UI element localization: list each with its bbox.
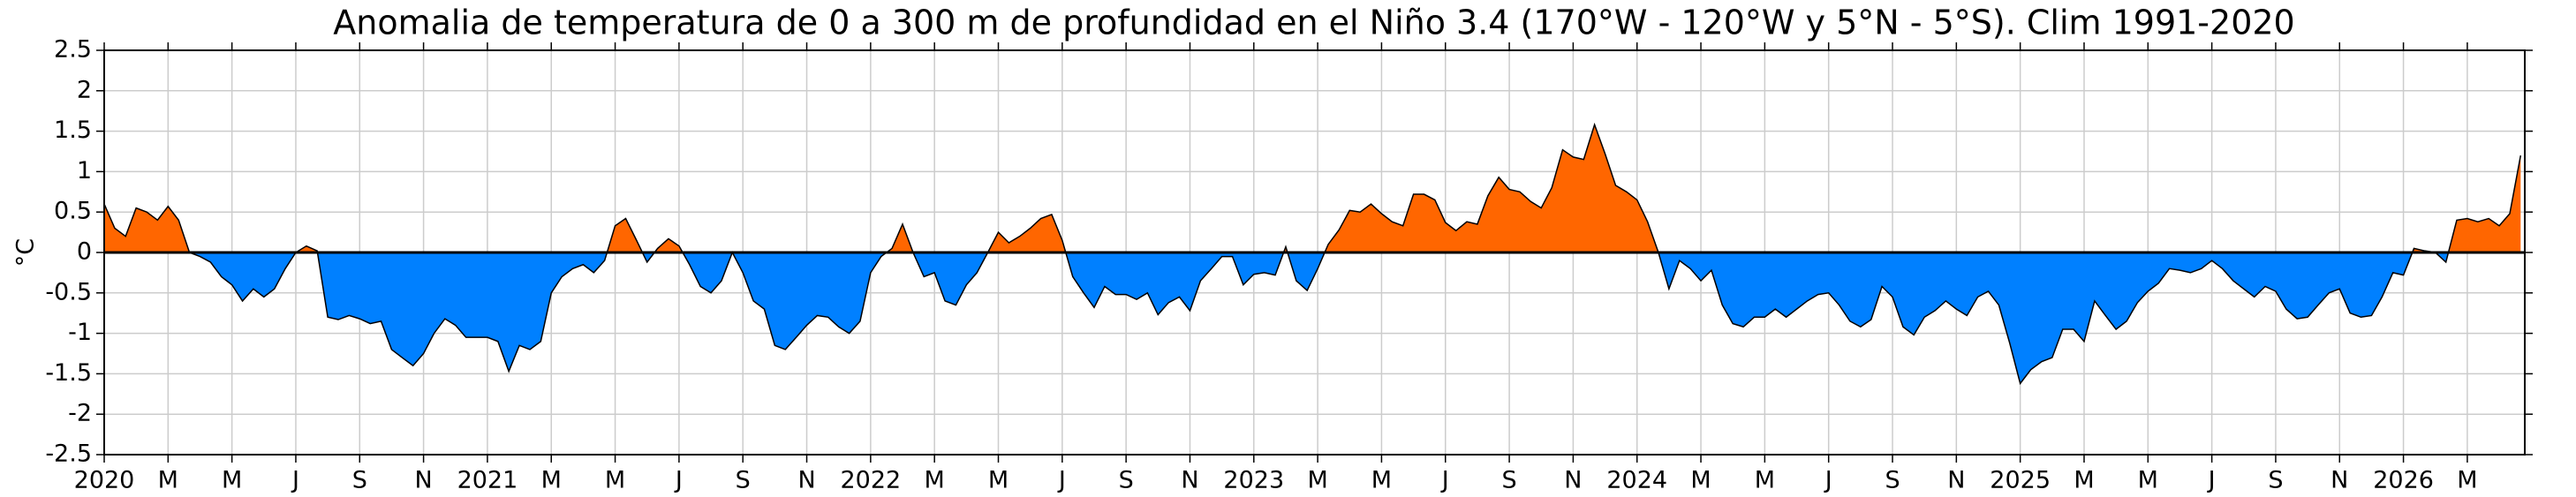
x-tick-label: S (352, 467, 367, 494)
x-tick-label: J (291, 467, 299, 494)
x-tick-label: S (2268, 467, 2283, 494)
x-tick-label: N (415, 467, 433, 494)
x-tick-label: M (925, 467, 945, 494)
x-tick-label: 2026 (2373, 467, 2434, 494)
anomaly-line (103, 122, 2522, 386)
x-tick-label: M (2457, 467, 2477, 494)
x-tick-label: 2022 (841, 467, 902, 494)
x-tick-label: J (1440, 467, 1449, 494)
y-tick-label: 2.5 (54, 36, 92, 64)
y-tick-label: -2.5 (45, 441, 92, 468)
y-tick-label: -0.5 (45, 278, 92, 305)
y-axis-label: °C (12, 238, 40, 267)
x-tick-label: J (2207, 467, 2216, 494)
x-tick-label: J (1057, 467, 1066, 494)
x-tick-label: 2025 (1990, 467, 2051, 494)
x-tick-label: N (1947, 467, 1965, 494)
x-tick-label: M (222, 467, 242, 494)
x-tick-label: M (605, 467, 625, 494)
x-tick-label: M (2074, 467, 2094, 494)
y-tick-label: 1 (77, 157, 92, 184)
y-tick-label: -2 (68, 400, 92, 427)
y-tick-label: 0 (77, 238, 92, 266)
x-tick-label: M (158, 467, 178, 494)
x-tick-label: S (1119, 467, 1134, 494)
x-tick-label: N (1564, 467, 1582, 494)
chart-title: Anomalia de temperatura de 0 a 300 m de … (333, 4, 2294, 42)
x-tick-label: M (541, 467, 562, 494)
x-tick-label: J (674, 467, 683, 494)
x-tick-label: 2024 (1606, 467, 1667, 494)
y-tick-label: 2 (77, 76, 92, 103)
x-tick-label: 2021 (457, 467, 518, 494)
x-tick-label: M (1755, 467, 1775, 494)
x-tick-label: M (1371, 467, 1392, 494)
y-tick-label: 0.5 (54, 198, 92, 225)
x-tick-label: 2020 (74, 467, 135, 494)
x-tick-label: N (797, 467, 815, 494)
x-tick-label: 2023 (1223, 467, 1284, 494)
x-tick-label: M (2138, 467, 2158, 494)
x-tick-label: M (1307, 467, 1327, 494)
x-tick-label: S (736, 467, 751, 494)
x-tick-label: N (2330, 467, 2348, 494)
plot-frame (103, 49, 2526, 456)
x-tick-label: J (1824, 467, 1832, 494)
x-tick-label: S (1502, 467, 1517, 494)
x-tick-label: M (988, 467, 1008, 494)
y-tick-label: -1.5 (45, 359, 92, 387)
y-tick-label: 1.5 (54, 117, 92, 144)
x-tick-label: M (1690, 467, 1711, 494)
x-tick-label: N (1181, 467, 1198, 494)
x-tick-label: S (1885, 467, 1900, 494)
negative-area (104, 252, 2521, 384)
y-tick-label: -1 (68, 319, 92, 346)
